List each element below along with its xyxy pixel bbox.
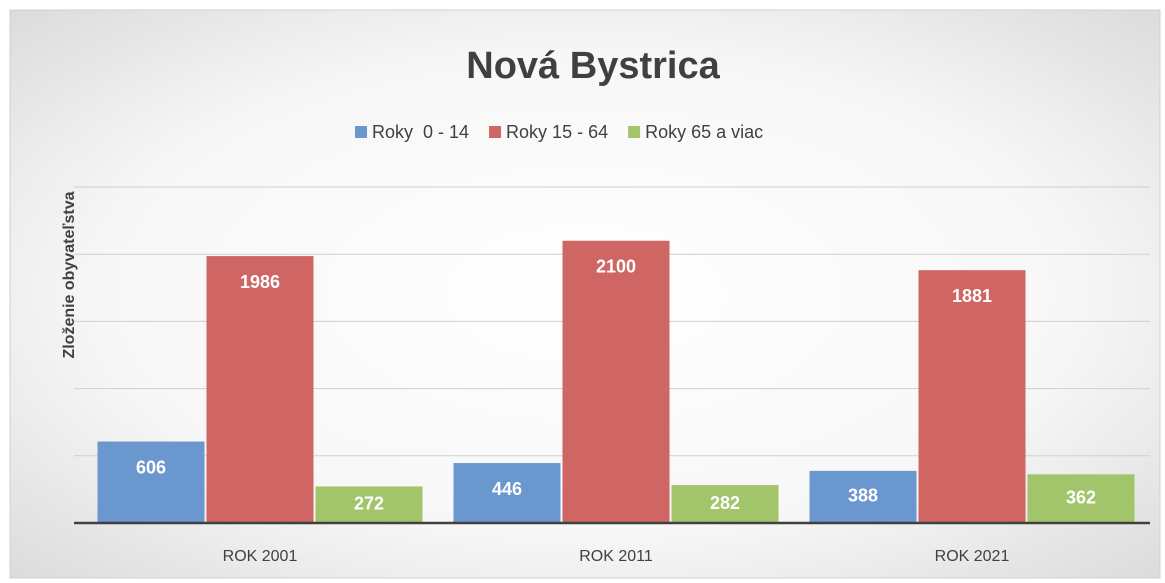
legend-swatch [628, 126, 641, 138]
bar [671, 485, 779, 523]
bar [562, 240, 670, 523]
legend-label: Roky 0 - 14 [372, 122, 469, 142]
bar [1027, 474, 1135, 523]
x-tick-label: ROK 2011 [579, 548, 653, 565]
legend-swatch [355, 126, 367, 138]
legend-label: Roky 15 - 64 [506, 122, 608, 142]
data-label: 446 [492, 479, 522, 499]
data-label: 606 [136, 457, 166, 477]
y-axis-label: Zloženie obyvateľstva [61, 191, 78, 358]
bar [453, 463, 561, 523]
data-label: 388 [848, 486, 878, 506]
data-label: 1881 [952, 286, 992, 306]
legend-label: Roky 65 a viac [645, 122, 763, 142]
bar [97, 441, 205, 523]
bar [809, 470, 917, 523]
bar [315, 486, 423, 523]
x-tick-label: ROK 2021 [935, 548, 1010, 565]
legend-swatch [489, 126, 502, 138]
chart-title: Nová Bystrica [466, 45, 720, 87]
x-tick-label: ROK 2001 [223, 548, 298, 565]
data-label: 2100 [596, 257, 636, 277]
bar [206, 256, 314, 523]
bar [918, 270, 1026, 523]
data-label: 362 [1066, 487, 1096, 507]
data-label: 272 [354, 493, 384, 513]
data-label: 1986 [240, 272, 280, 292]
data-label: 282 [710, 493, 740, 513]
